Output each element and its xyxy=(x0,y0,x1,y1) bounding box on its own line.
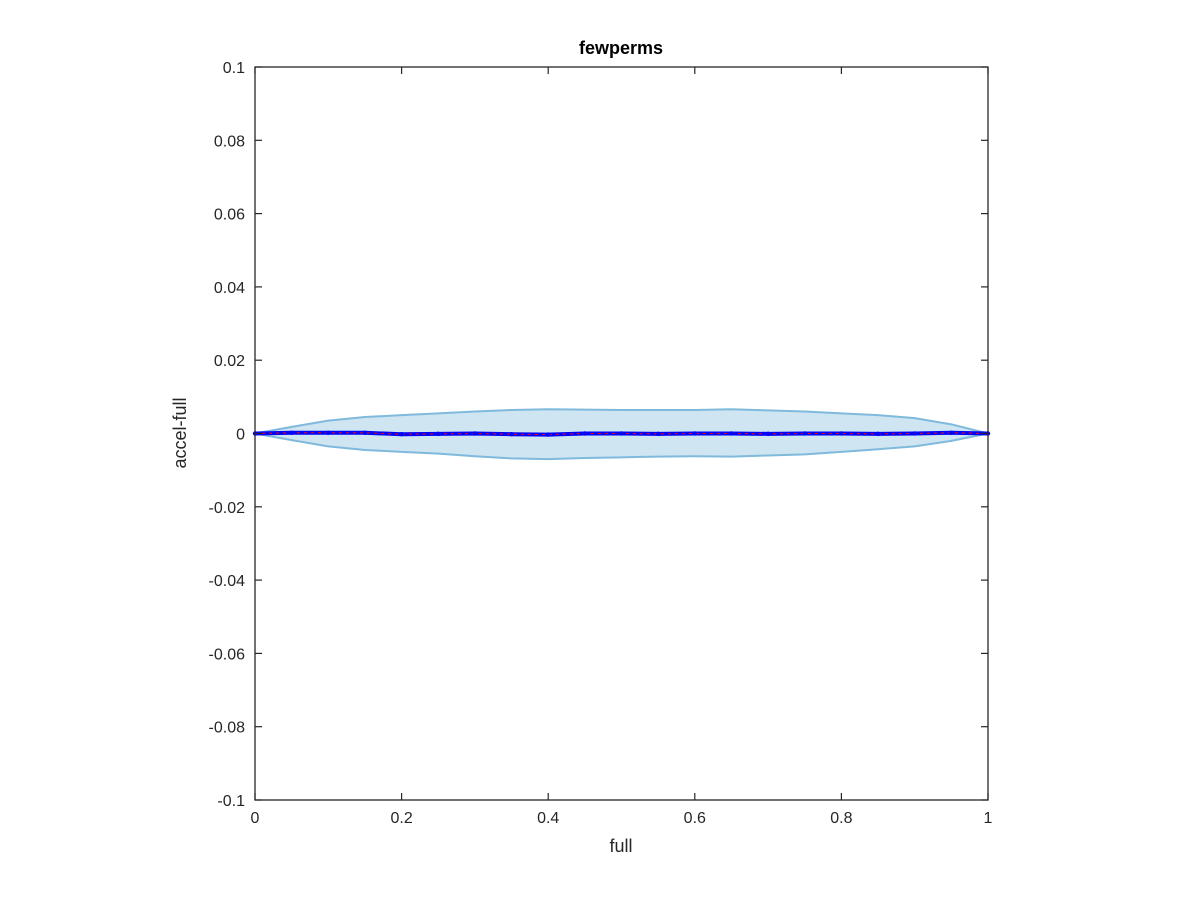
y-tick-label: 0.08 xyxy=(214,133,245,150)
data-point xyxy=(362,430,368,435)
y-tick-label: -0.02 xyxy=(209,500,246,517)
data-point xyxy=(912,431,917,436)
data-point xyxy=(729,431,734,436)
data-point xyxy=(619,431,624,436)
data-point xyxy=(546,432,551,437)
y-tick-label: -0.06 xyxy=(209,646,246,663)
y-tick-label: -0.04 xyxy=(209,573,246,590)
x-tick-label: 0.2 xyxy=(390,810,412,827)
data-point xyxy=(839,431,844,436)
data-point xyxy=(692,431,697,436)
data-point xyxy=(765,431,771,437)
x-tick-label: 1 xyxy=(984,810,993,827)
x-tick-label: 0.4 xyxy=(537,810,559,827)
upper-bound-line xyxy=(254,408,989,435)
x-tick-label: 0 xyxy=(251,810,260,827)
series-line-layer xyxy=(252,430,991,437)
y-tick-label: -0.08 xyxy=(209,720,246,737)
data-point xyxy=(472,431,478,436)
data-point xyxy=(655,431,661,437)
y-tick-label: -0.1 xyxy=(217,793,245,810)
y-axis-label: accel-full xyxy=(170,397,190,468)
x-axis-ticks: 0 0.2 0.4 0.6 0.8 1 xyxy=(251,67,993,827)
y-tick-label: 0.02 xyxy=(214,353,245,370)
x-tick-label: 0.8 xyxy=(830,810,852,827)
chart-title: fewperms xyxy=(579,38,663,58)
y-axis-ticks: -0.1 -0.08 -0.06 -0.04 -0.02 0 0.02 0.04 0.06 0.0… xyxy=(209,60,988,810)
lower-bound-line xyxy=(254,432,989,461)
y-tick-label: 0.06 xyxy=(214,207,245,224)
y-tick-label: 0.1 xyxy=(223,60,245,77)
y-tick-label: 0 xyxy=(236,427,245,444)
data-point xyxy=(875,431,881,437)
data-point xyxy=(582,431,588,436)
data-point xyxy=(399,432,404,437)
x-axis-label: full xyxy=(609,836,632,856)
data-point xyxy=(326,430,331,435)
data-point xyxy=(949,430,954,435)
data-point xyxy=(509,432,514,437)
x-tick-label: 0.6 xyxy=(684,810,706,827)
y-tick-label: 0.04 xyxy=(214,280,245,297)
data-point xyxy=(802,431,807,436)
data-point xyxy=(289,430,294,435)
data-point xyxy=(436,431,441,437)
